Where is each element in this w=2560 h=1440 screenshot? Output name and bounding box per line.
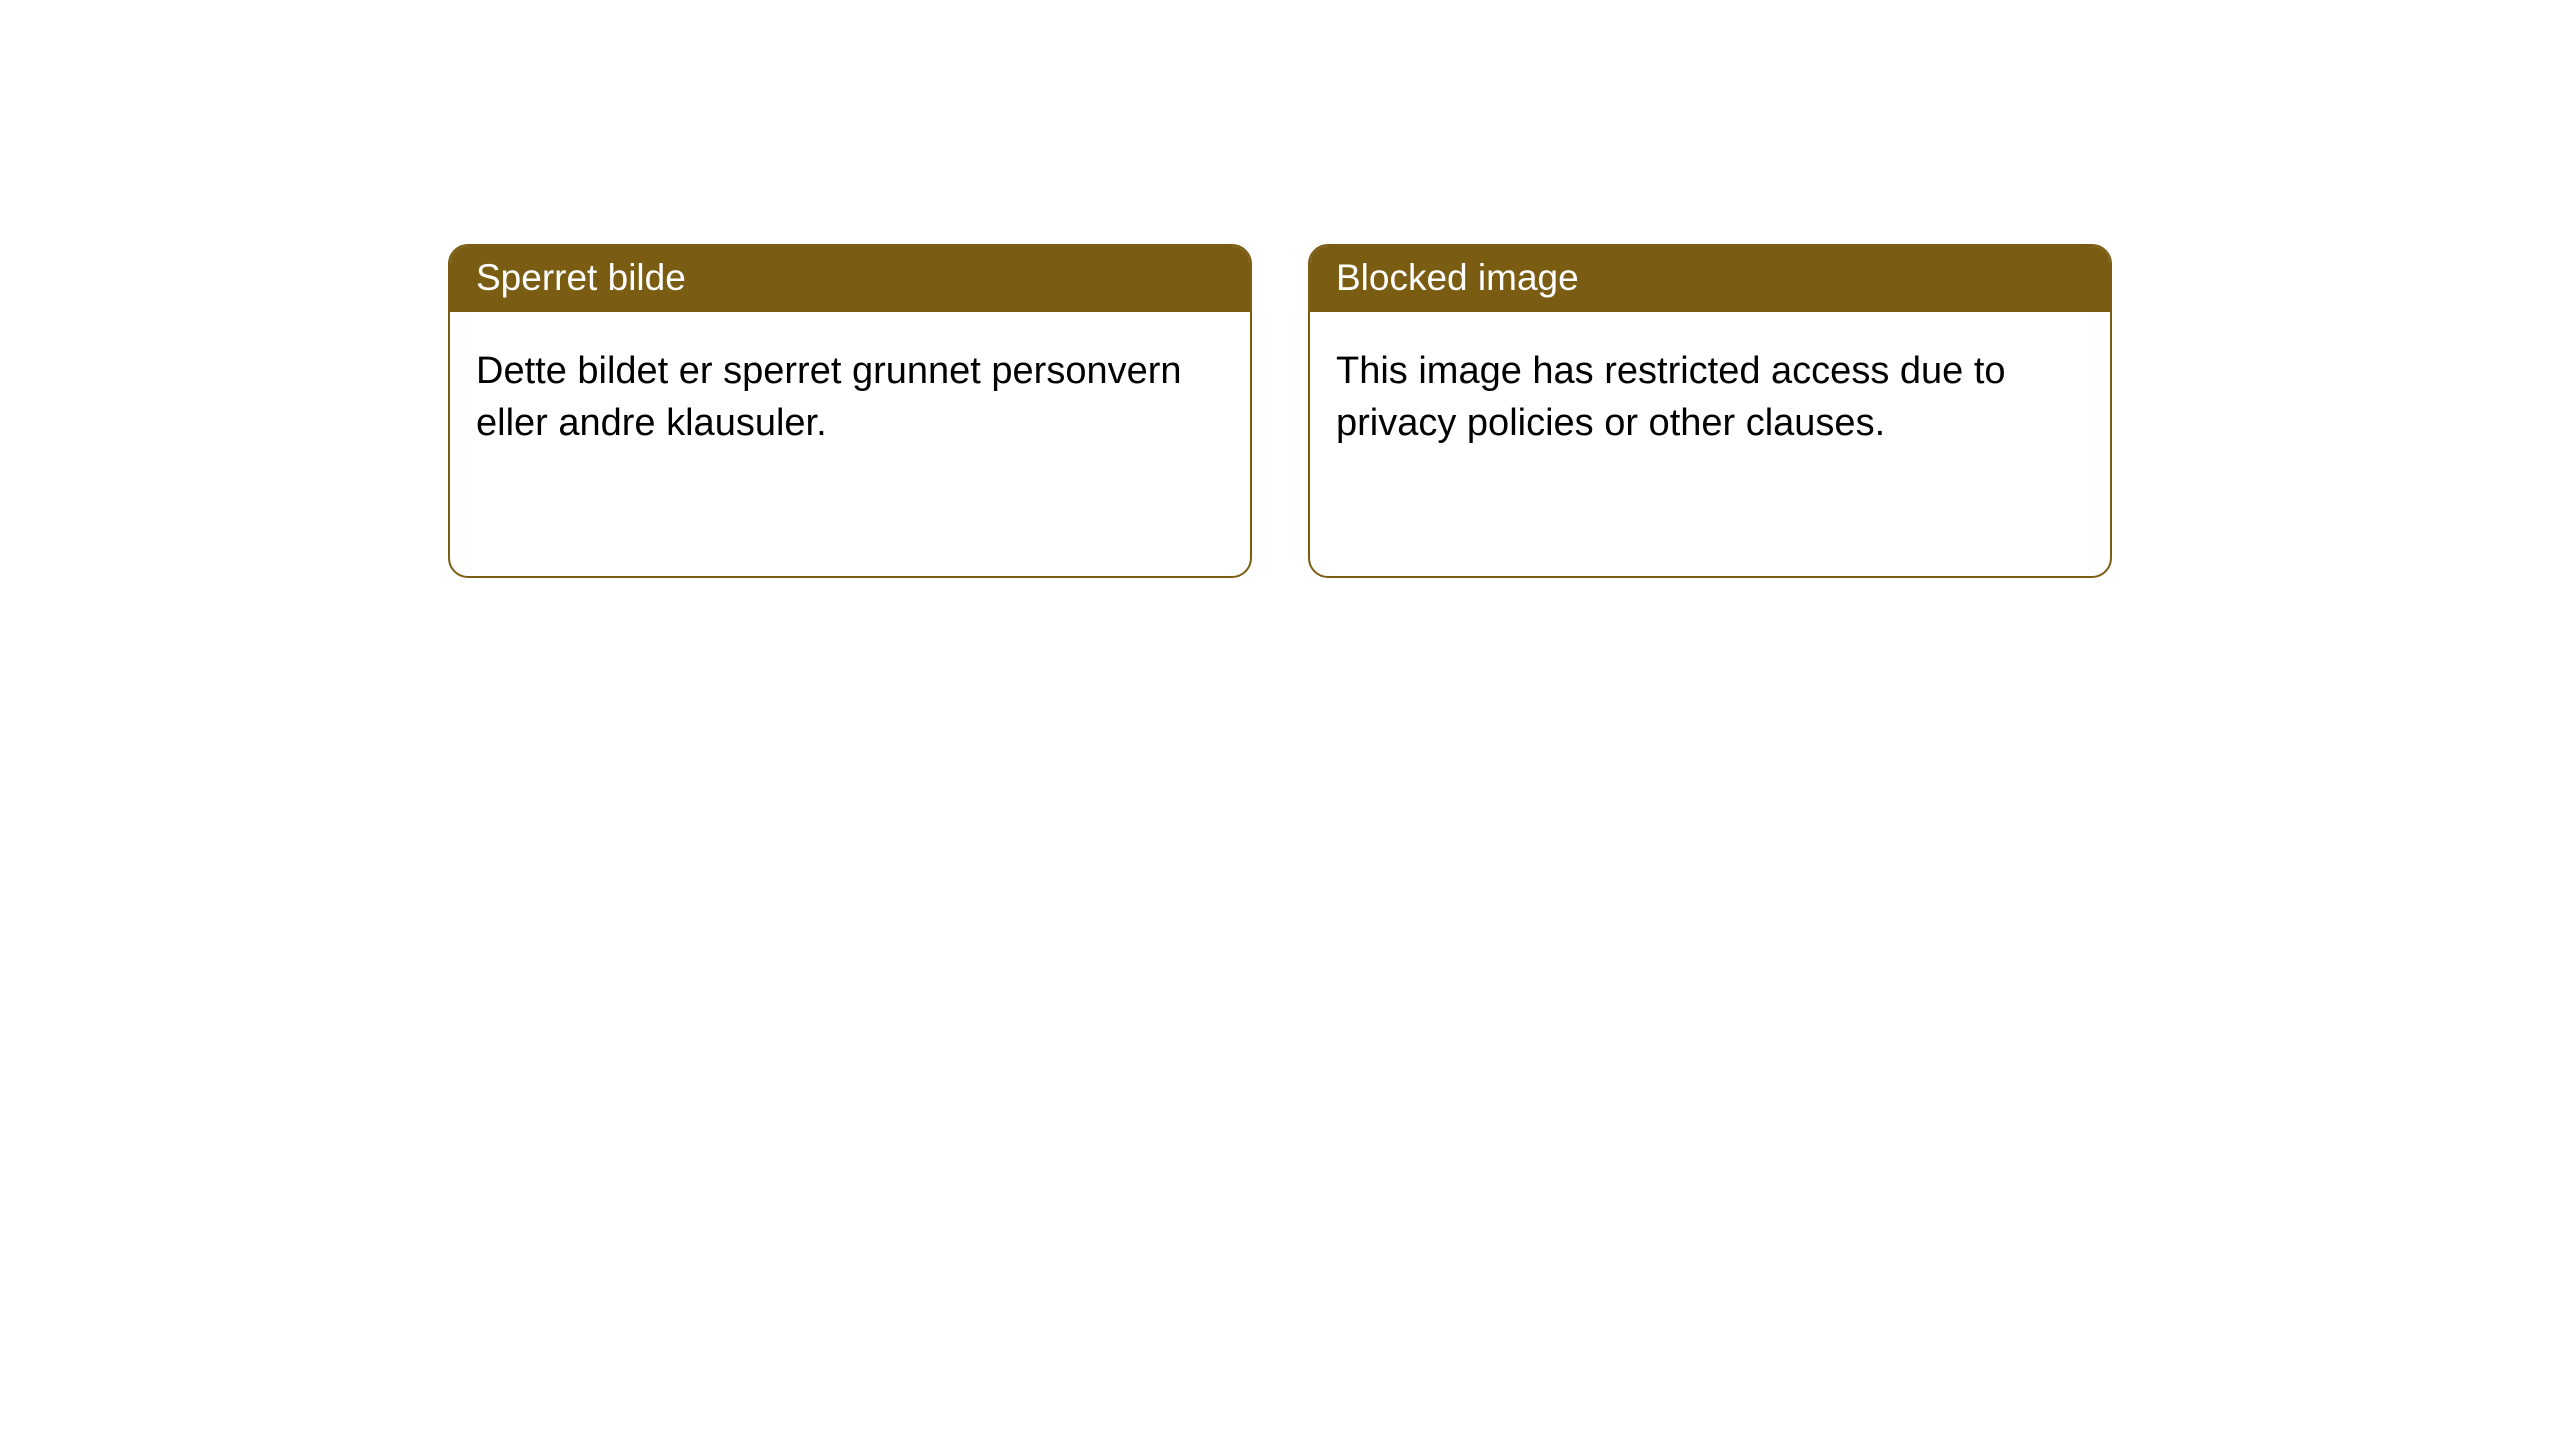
card-title: Blocked image: [1310, 246, 2110, 312]
blocked-image-card-no: Sperret bilde Dette bildet er sperret gr…: [448, 244, 1252, 578]
notice-container: Sperret bilde Dette bildet er sperret gr…: [0, 0, 2560, 578]
card-body-text: Dette bildet er sperret grunnet personve…: [450, 312, 1250, 475]
card-body-text: This image has restricted access due to …: [1310, 312, 2110, 475]
blocked-image-card-en: Blocked image This image has restricted …: [1308, 244, 2112, 578]
card-title: Sperret bilde: [450, 246, 1250, 312]
